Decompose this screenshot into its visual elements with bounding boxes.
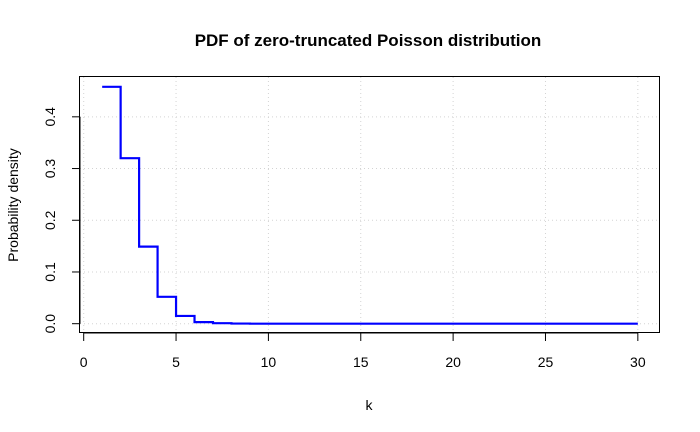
x-tick-label: 15 bbox=[353, 354, 369, 370]
chart-title: PDF of zero-truncated Poisson distributi… bbox=[195, 31, 542, 50]
y-tick-label: 0.1 bbox=[42, 262, 58, 282]
plot-frame bbox=[79, 76, 660, 333]
x-axis: 0 5 10 15 20 25 30 bbox=[80, 332, 646, 370]
x-tick-label: 0 bbox=[80, 354, 88, 370]
x-tick-label: 30 bbox=[630, 354, 646, 370]
y-tick-label: 0.3 bbox=[42, 159, 58, 179]
x-tick-label: 10 bbox=[261, 354, 277, 370]
grid bbox=[80, 77, 660, 333]
x-tick-label: 25 bbox=[538, 354, 554, 370]
y-axis-label: Probability density bbox=[5, 148, 21, 262]
series-line bbox=[102, 85, 638, 325]
x-tick-label: 20 bbox=[445, 354, 461, 370]
y-axis: 0.0 0.1 0.2 0.3 0.4 bbox=[42, 107, 81, 334]
x-tick-label: 5 bbox=[172, 354, 180, 370]
y-tick-label: 0.0 bbox=[42, 314, 58, 334]
y-tick-label: 0.4 bbox=[42, 107, 58, 127]
y-tick-label: 0.2 bbox=[42, 210, 58, 230]
x-axis-label: k bbox=[366, 397, 374, 413]
